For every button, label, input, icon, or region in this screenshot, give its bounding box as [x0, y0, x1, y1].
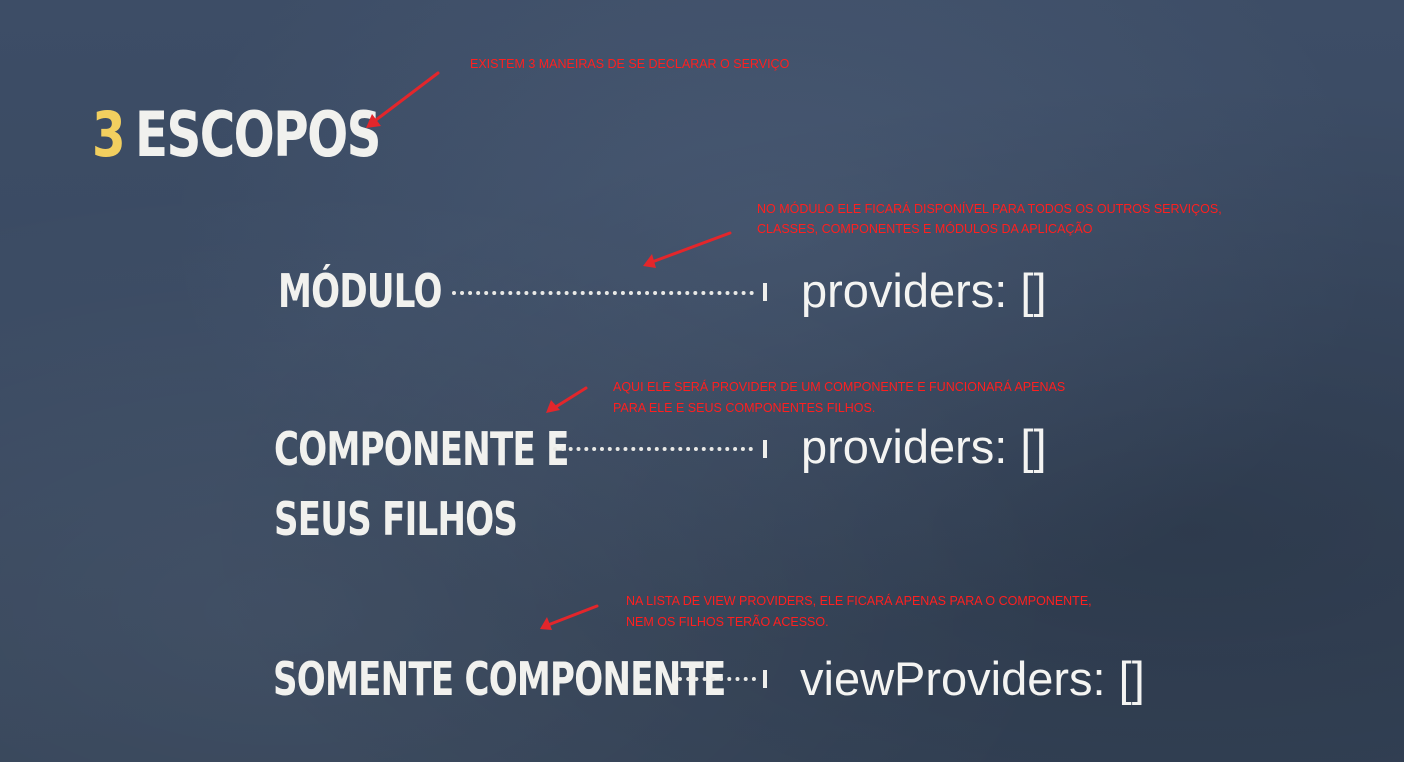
dotted-leader-modulo — [452, 291, 754, 301]
annotation-main: EXISTEM 3 MANEIRAS DE SE DECLARAR O SERV… — [470, 57, 790, 71]
arrowhead-somente — [540, 617, 552, 630]
arrow-somente — [546, 604, 599, 627]
code-viewproviders-somente: viewProviders: [] — [800, 652, 1145, 705]
annotation-modulo-line1: NO MÓDULO ELE FICARÁ DISPONÍVEL PARA TOD… — [757, 202, 1222, 216]
arrowhead-componente — [546, 400, 560, 413]
annotation-somente-line2: NEM OS FILHOS TERÃO ACESSO. — [626, 615, 829, 629]
leader-end-componente — [763, 440, 767, 458]
arrowhead-modulo — [643, 254, 656, 268]
arrow-componente — [552, 386, 588, 410]
scope-label-componente-line1: COMPONENTE E — [274, 422, 569, 476]
code-providers-componente: providers: [] — [801, 420, 1047, 473]
leader-end-somente — [763, 670, 767, 688]
slide-title: 3 ESCOPOS — [92, 104, 382, 166]
dotted-leader-somente — [678, 677, 756, 687]
dotted-leader-componente — [553, 447, 753, 457]
leader-end-modulo — [763, 283, 767, 301]
scope-label-modulo: MÓDULO — [278, 264, 442, 318]
scope-label-somente: SOMENTE COMPONENTE — [273, 652, 726, 706]
scope-label-componente-line2: SEUS FILHOS — [274, 492, 518, 546]
arrow-modulo — [650, 231, 732, 264]
annotation-componente-line2: PARA ELE E SEUS COMPONENTES FILHOS. — [613, 401, 876, 415]
arrow-title — [370, 71, 440, 125]
title-text: ESCOPOS — [135, 98, 381, 171]
arrowhead-title — [366, 114, 381, 128]
annotation-modulo-line2: CLASSES, COMPONENTES E MÓDULOS DA APLICA… — [757, 222, 1093, 236]
code-providers-modulo: providers: [] — [801, 264, 1047, 317]
title-number: 3 — [92, 98, 126, 171]
annotation-somente-line1: NA LISTA DE VIEW PROVIDERS, ELE FICARÁ A… — [626, 594, 1092, 608]
annotation-componente-line1: AQUI ELE SERÁ PROVIDER DE UM COMPONENTE … — [613, 380, 1066, 394]
